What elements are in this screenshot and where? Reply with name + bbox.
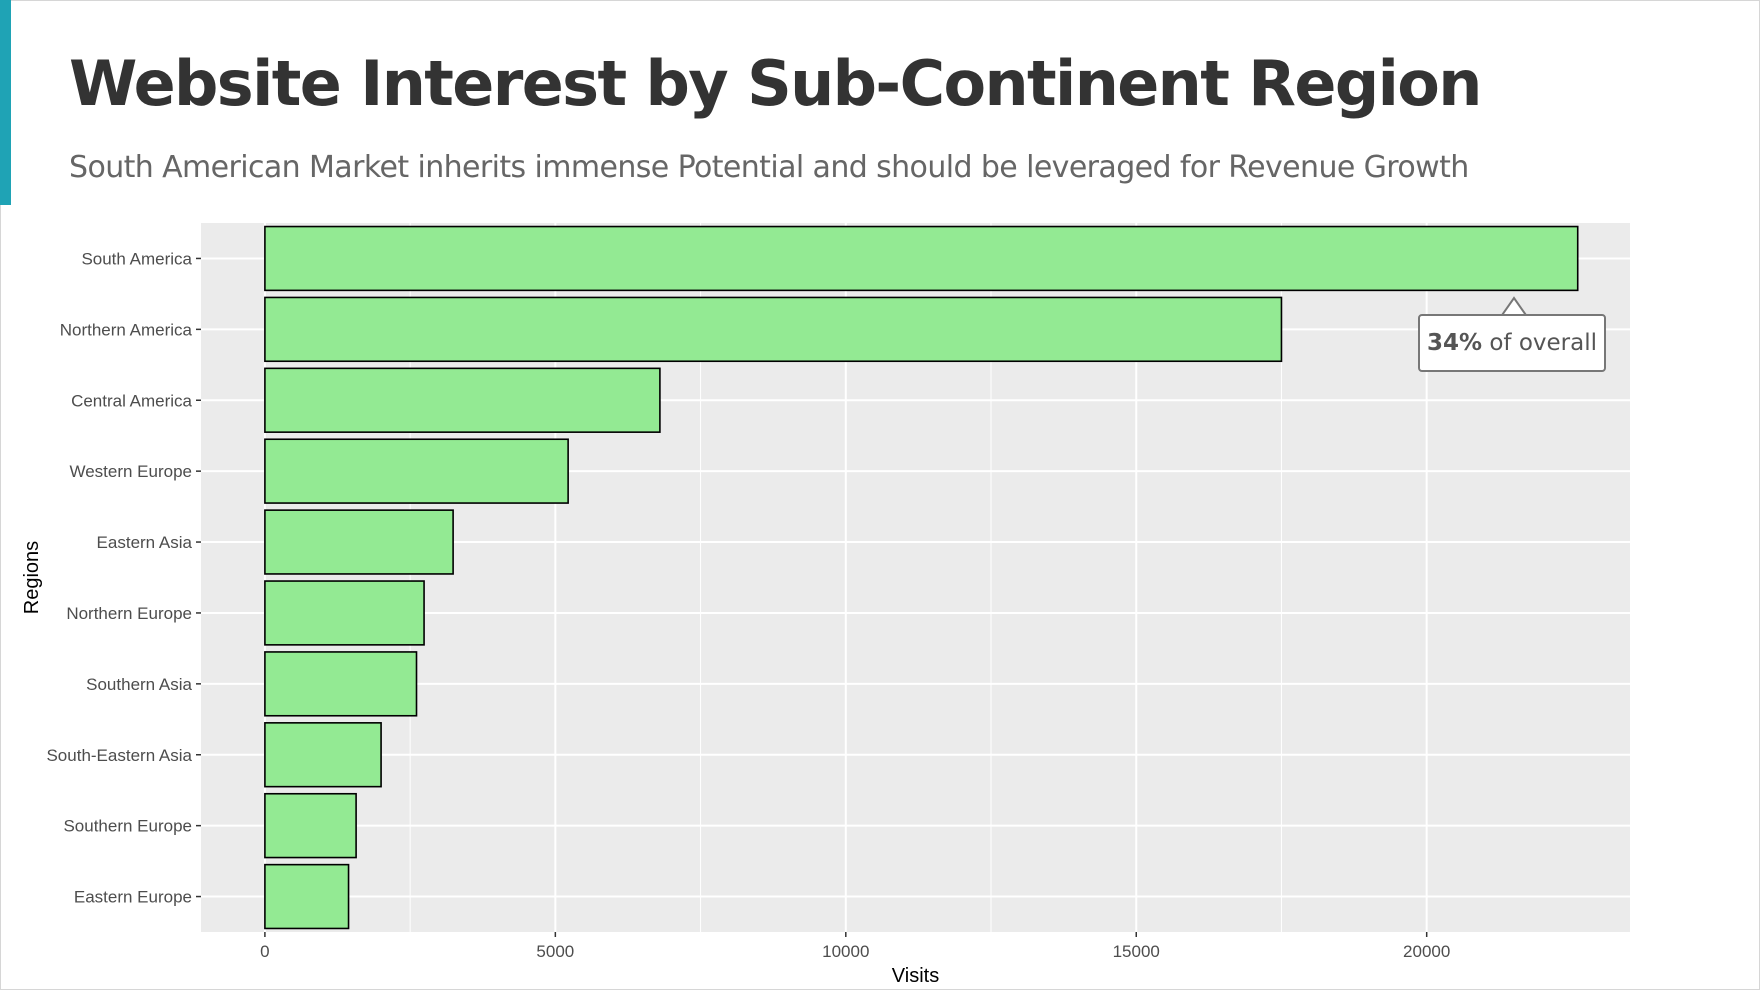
bar-eastern-europe xyxy=(264,863,350,930)
x-axis-title: Visits xyxy=(892,965,939,987)
x-tick-label: 10000 xyxy=(822,942,869,961)
bar-southern-europe xyxy=(264,792,357,859)
bar-western-europe xyxy=(264,438,569,504)
bar-northern-america xyxy=(264,296,1283,363)
y-tick-label: South America xyxy=(81,249,192,268)
y-tick-label: Southern Asia xyxy=(86,675,192,694)
y-tick-label: Northern America xyxy=(60,320,193,339)
y-tick-label: Northern Europe xyxy=(66,604,192,623)
x-tick-label: 5000 xyxy=(536,942,574,961)
accent-bar xyxy=(0,0,11,205)
y-axis-title: Regions xyxy=(21,541,43,614)
x-tick-label: 15000 xyxy=(1113,942,1160,961)
y-tick-label: Western Europe xyxy=(69,462,192,481)
x-tick-label: 0 xyxy=(260,942,269,961)
y-tick-label: South-Eastern Asia xyxy=(46,746,192,765)
bar-south-america xyxy=(264,225,1579,292)
y-tick-label: Southern Europe xyxy=(63,817,192,836)
bar-eastern-asia xyxy=(264,509,454,575)
bar-south-eastern-asia xyxy=(264,722,382,788)
bar-southern-asia xyxy=(264,651,418,717)
callout-text: of overall xyxy=(1482,330,1598,356)
bar-northern-europe xyxy=(264,580,425,646)
callout-box: 34% of overall xyxy=(1418,314,1606,372)
y-tick-label: Eastern Europe xyxy=(74,888,192,907)
y-tick-label: Central America xyxy=(71,391,192,410)
callout-percent: 34% xyxy=(1426,330,1483,356)
chart-subtitle: South American Market inherits immense P… xyxy=(69,150,1469,185)
y-tick-label: Eastern Asia xyxy=(97,533,193,552)
bar-central-america xyxy=(264,367,661,433)
x-tick-label: 20000 xyxy=(1403,942,1450,961)
chart-title: Website Interest by Sub-Continent Region xyxy=(69,47,1482,120)
